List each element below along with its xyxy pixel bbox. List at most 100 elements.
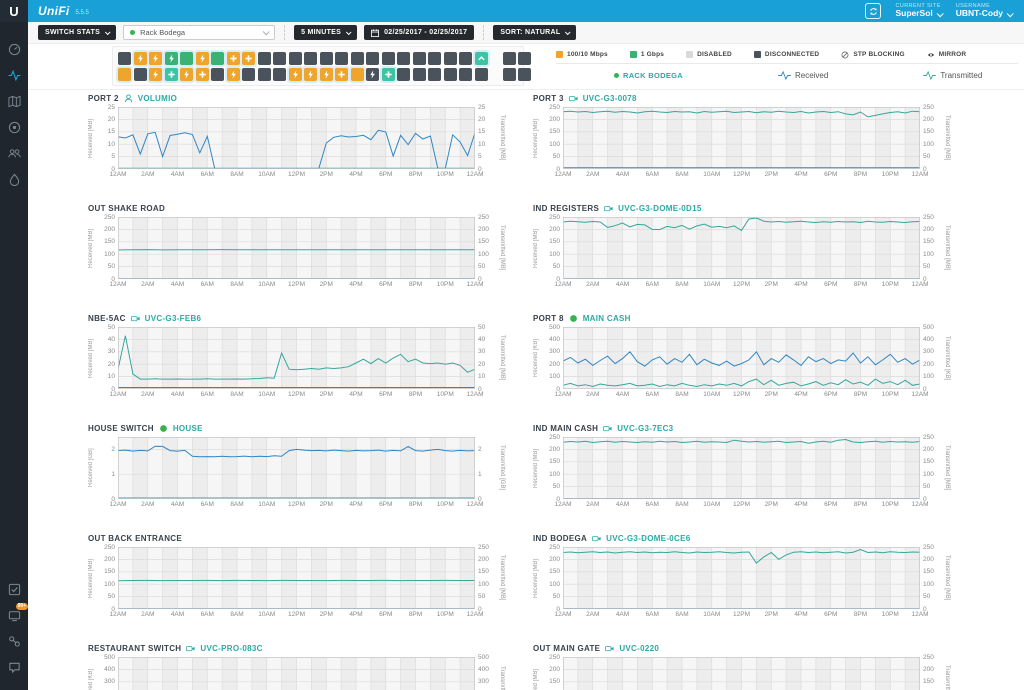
port-1-11[interactable] bbox=[273, 51, 286, 65]
port-2-5[interactable] bbox=[180, 67, 193, 81]
sfp-port-2-2[interactable] bbox=[518, 67, 531, 81]
port-1-24[interactable] bbox=[474, 51, 488, 65]
chart-title: RESTAURANT SWITCH bbox=[88, 644, 182, 653]
sidebar-item-insights[interactable] bbox=[0, 166, 28, 192]
camera-icon bbox=[603, 424, 612, 433]
device-link[interactable]: VOLUMIO bbox=[137, 94, 178, 103]
port-1-17[interactable] bbox=[366, 51, 379, 65]
chart-title: PORT 2 bbox=[88, 94, 119, 103]
sidebar-item-chat[interactable] bbox=[0, 654, 28, 680]
y-axis-label-right: Transmitted [KB] bbox=[499, 665, 505, 690]
port-1-18[interactable] bbox=[381, 51, 395, 65]
port-2-8[interactable] bbox=[226, 67, 240, 81]
date-range-picker[interactable]: 02/25/2017 - 02/25/2017 bbox=[364, 25, 475, 40]
port-1-12[interactable] bbox=[288, 51, 302, 65]
sfp-port-2-1[interactable] bbox=[502, 67, 516, 81]
port-2-1[interactable] bbox=[118, 67, 131, 81]
port-2-15[interactable] bbox=[335, 67, 348, 81]
port-1-19[interactable] bbox=[397, 51, 410, 65]
port-1-10[interactable] bbox=[257, 51, 271, 65]
port-1-15[interactable] bbox=[335, 51, 348, 65]
sfp-port-1-2[interactable] bbox=[518, 51, 531, 65]
legend-item: 100/10 Mbps bbox=[556, 51, 608, 58]
device-link[interactable]: UVC-PRO-083C bbox=[200, 644, 263, 653]
port-2-7[interactable] bbox=[211, 67, 224, 81]
camera-icon bbox=[568, 94, 578, 103]
port-2-14[interactable] bbox=[319, 67, 333, 81]
sidebar-item-alerts[interactable]: 99+ bbox=[0, 602, 28, 628]
sidebar-item-dashboard[interactable] bbox=[0, 36, 28, 62]
port-2-16[interactable] bbox=[350, 67, 364, 81]
sidebar-item-map[interactable] bbox=[0, 88, 28, 114]
port-1-23[interactable] bbox=[459, 51, 472, 65]
port-1-6[interactable] bbox=[195, 51, 209, 65]
port-2-2[interactable] bbox=[133, 67, 147, 81]
sidebar-item-devices[interactable] bbox=[0, 114, 28, 140]
port-1-1[interactable] bbox=[118, 51, 131, 65]
device-link[interactable]: UVC-G3-0078 bbox=[582, 94, 637, 103]
port-1-22[interactable] bbox=[443, 51, 457, 65]
port-1-5[interactable] bbox=[180, 51, 193, 65]
device-link[interactable]: MAIN CASH bbox=[582, 314, 631, 323]
device-link[interactable]: HOUSE bbox=[172, 424, 203, 433]
port-2-23[interactable] bbox=[459, 67, 472, 81]
port-2-6[interactable] bbox=[195, 67, 209, 81]
camera-icon bbox=[186, 646, 196, 652]
port-1-14[interactable] bbox=[319, 51, 333, 65]
sidebar-item-settings[interactable] bbox=[0, 628, 28, 654]
orange-square bbox=[556, 51, 563, 58]
sfp-port-1-1[interactable] bbox=[502, 51, 516, 65]
chart-panel-house-switch: HOUSE SWITCH HOUSE Received [GB] 0 1 2 0 1 2 Tran… bbox=[88, 422, 505, 510]
port-2-13[interactable] bbox=[304, 67, 317, 81]
port-1-21[interactable] bbox=[428, 51, 441, 65]
port-2-18[interactable] bbox=[381, 67, 395, 81]
sidebar-item-events[interactable] bbox=[0, 576, 28, 602]
legend-transmitted: Transmitted bbox=[923, 70, 982, 80]
port-1-4[interactable] bbox=[164, 51, 178, 65]
device-link[interactable]: UVC-G3-DOME-0D15 bbox=[618, 204, 702, 213]
chart-plot bbox=[118, 657, 475, 690]
chart-header: OUT BACK ENTRANCE bbox=[88, 532, 505, 545]
port-2-19[interactable] bbox=[397, 67, 410, 81]
poe-bolt-icon bbox=[370, 69, 375, 79]
device-link[interactable]: UVC-G3-DOME-0CE6 bbox=[606, 534, 691, 543]
port-2-21[interactable] bbox=[428, 67, 441, 81]
port-2-9[interactable] bbox=[242, 67, 255, 81]
username-dropdown[interactable]: USERNAME UBNT-Cody bbox=[956, 3, 1014, 18]
port-1-20[interactable] bbox=[412, 51, 426, 65]
sort-dropdown[interactable]: SORT: NATURAL bbox=[493, 25, 577, 40]
device-link[interactable]: UVC-G3-7EC3 bbox=[617, 424, 674, 433]
port-1-3[interactable] bbox=[149, 51, 162, 65]
port-2-11[interactable] bbox=[273, 67, 286, 81]
sidebar-item-statistics[interactable] bbox=[0, 62, 28, 88]
port-2-20[interactable] bbox=[412, 67, 426, 81]
port-2-4[interactable] bbox=[164, 67, 178, 81]
current-site-dropdown[interactable]: CURRENT SITE SuperSol bbox=[895, 3, 944, 18]
port-2-24[interactable] bbox=[474, 67, 488, 81]
port-1-9[interactable] bbox=[242, 51, 255, 65]
device-select[interactable]: Rack Bodega bbox=[123, 25, 276, 40]
stats-type-dropdown[interactable]: SWITCH STATS bbox=[38, 25, 117, 40]
chart-panel-restaurant-switch: RESTAURANT SWITCH UVC-PRO-083C Received [K… bbox=[88, 642, 505, 690]
port-2-3[interactable] bbox=[149, 67, 162, 81]
port-1-7[interactable] bbox=[211, 51, 224, 65]
port-1-13[interactable] bbox=[304, 51, 317, 65]
y-axis-label-right: Transmitted [MB] bbox=[944, 445, 950, 491]
refresh-button[interactable] bbox=[865, 3, 882, 19]
device-link[interactable]: UVC-0220 bbox=[619, 644, 660, 653]
ubiquiti-logo[interactable]: U bbox=[0, 0, 28, 22]
port-2-10[interactable] bbox=[257, 67, 271, 81]
version-label: 5.5.5 bbox=[75, 9, 89, 16]
chart-plot-area bbox=[563, 437, 920, 499]
device-link[interactable]: UVC-G3-FEB6 bbox=[144, 314, 202, 323]
port-2-22[interactable] bbox=[443, 67, 457, 81]
port-1-16[interactable] bbox=[350, 51, 364, 65]
interval-dropdown[interactable]: 5 MINUTES bbox=[294, 25, 358, 40]
sidebar-item-clients[interactable] bbox=[0, 140, 28, 166]
port-2-12[interactable] bbox=[288, 67, 302, 81]
chart-panel-port-3: PORT 3 UVC-G3-0078 Received [MB] 0 50 100 150 2… bbox=[533, 92, 950, 180]
port-2-17[interactable] bbox=[366, 67, 379, 81]
port-1-2[interactable] bbox=[133, 51, 147, 65]
port-1-8[interactable] bbox=[226, 51, 240, 65]
